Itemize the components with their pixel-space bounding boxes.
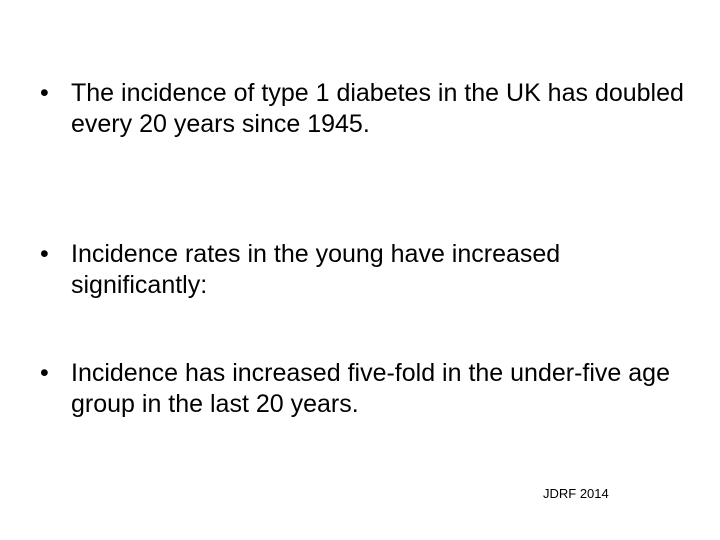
bullet-marker: • bbox=[40, 240, 49, 268]
source-note: JDRF 2014 bbox=[543, 486, 609, 501]
bullet-item: • Incidence rates in the young have incr… bbox=[40, 239, 690, 301]
bullet-item: • Incidence has increased five-fold in t… bbox=[40, 358, 690, 420]
bullet-text: The incidence of type 1 diabetes in the … bbox=[71, 79, 684, 138]
bullet-text: Incidence has increased five-fold in the… bbox=[71, 359, 670, 418]
bullet-item: • The incidence of type 1 diabetes in th… bbox=[40, 78, 690, 140]
bullet-marker: • bbox=[40, 79, 49, 107]
bullet-marker: • bbox=[40, 359, 49, 387]
bullet-text: Incidence rates in the young have increa… bbox=[71, 240, 561, 299]
